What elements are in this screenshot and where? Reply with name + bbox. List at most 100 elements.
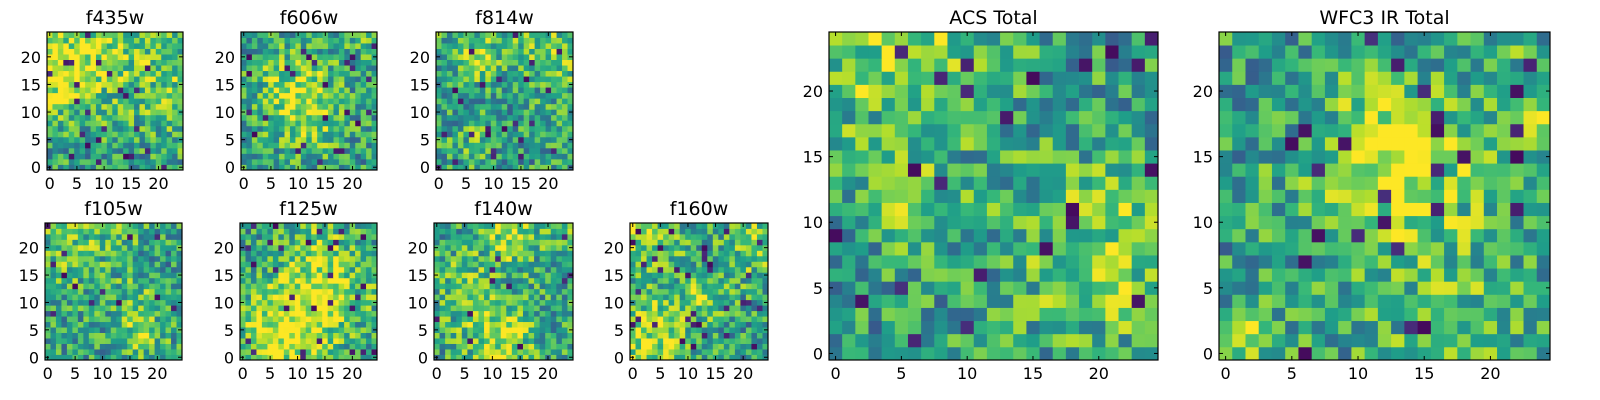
heatmap-cell [338, 81, 345, 88]
heatmap-cell [289, 327, 296, 333]
heatmap-cell [123, 32, 129, 38]
heatmap-cell [355, 261, 361, 268]
heatmap-cell [630, 305, 636, 312]
heatmap-cell [441, 37, 448, 44]
heatmap-cell [545, 103, 552, 110]
heatmap-cell [484, 272, 490, 279]
heatmap-cell [646, 255, 653, 262]
heatmap-cell [300, 76, 307, 83]
heatmap-cell [762, 239, 769, 246]
heatmap-cell [143, 255, 150, 262]
heatmap-cell [561, 321, 568, 328]
heatmap-cell [316, 299, 323, 306]
heatmap-cell [94, 228, 101, 235]
heatmap-cell [289, 310, 296, 317]
heatmap-cell [272, 261, 279, 268]
heatmap-cell [550, 228, 557, 235]
heatmap-cell [479, 153, 486, 160]
heatmap-cell [545, 327, 552, 333]
heatmap-cell [155, 54, 162, 60]
heatmap-cell [328, 92, 334, 99]
heatmap-cell [751, 223, 758, 229]
heatmap-cell [344, 277, 350, 284]
heatmap-cell [176, 233, 183, 240]
heatmap-cell [261, 255, 268, 262]
heatmap-cell [52, 114, 59, 121]
heatmap-cell [132, 266, 139, 273]
heatmap-cell [338, 305, 345, 312]
heatmap-cell [57, 142, 64, 149]
heatmap-cell [868, 150, 883, 164]
heatmap-cell [550, 343, 557, 350]
heatmap-cell [344, 98, 351, 105]
heatmap-cell [561, 294, 568, 301]
heatmap-cell [267, 288, 274, 295]
heatmap-cell [630, 343, 636, 350]
heatmap-cell [457, 87, 464, 94]
heatmap-cell [478, 316, 485, 323]
heatmap-cell [106, 87, 113, 94]
heatmap-cell [316, 349, 323, 355]
heatmap-cell [279, 48, 285, 55]
heatmap-cell [501, 142, 508, 149]
heatmap-cell [545, 299, 552, 306]
heatmap-cell [279, 65, 285, 72]
heatmap-cell [894, 163, 909, 177]
heatmap-cell [685, 244, 692, 251]
heatmap-cell [79, 92, 86, 99]
x-tick-label: 5 [72, 174, 82, 193]
heatmap-cell [562, 54, 568, 60]
heatmap-cell [149, 354, 155, 361]
heatmap-cell [316, 266, 323, 273]
heatmap-cell [855, 281, 869, 295]
heatmap-cell [273, 76, 280, 83]
heatmap-cell [762, 310, 769, 317]
heatmap-cell [729, 316, 736, 323]
heatmap-cell [540, 59, 546, 66]
heatmap-cell [496, 147, 503, 154]
heatmap-cell [45, 332, 51, 339]
heatmap-cell [539, 244, 546, 251]
heatmap-cell [512, 32, 519, 38]
heatmap-cell [245, 305, 252, 312]
heatmap-cell [1131, 307, 1146, 322]
heatmap-cell [132, 261, 139, 268]
heatmap-cell [110, 349, 117, 355]
heatmap-cell [165, 272, 172, 279]
heatmap-cell [540, 70, 546, 77]
heatmap-cell [461, 277, 468, 284]
heatmap-cell [154, 244, 161, 251]
heatmap-cell [1052, 281, 1067, 295]
heatmap-cell [556, 327, 563, 333]
heatmap-cell [762, 233, 769, 240]
heatmap-cell [1092, 189, 1106, 203]
heatmap-cell [894, 150, 909, 164]
heatmap-cell [262, 158, 269, 165]
heatmap-cell [83, 244, 90, 251]
heatmap-cell [1079, 189, 1093, 203]
heatmap-cell [1052, 346, 1067, 361]
heatmap-cell [94, 354, 101, 361]
heatmap-cell [467, 223, 474, 229]
heatmap-cell [450, 283, 457, 290]
heatmap-cell [1000, 150, 1014, 164]
heatmap-cell [986, 268, 1001, 282]
heatmap-cell [489, 305, 496, 312]
heatmap-cell [273, 103, 280, 110]
heatmap-cell [674, 349, 681, 355]
heatmap-cell [868, 189, 883, 203]
heatmap-cell [635, 288, 642, 295]
heatmap-cell [528, 294, 535, 301]
heatmap-cell [47, 120, 53, 127]
heatmap-cell [149, 338, 155, 344]
heatmap-cell [445, 250, 452, 257]
heatmap-cell [311, 70, 318, 77]
heatmap-cell [160, 239, 166, 246]
heatmap-cell [496, 87, 503, 94]
heatmap-cell [679, 354, 686, 361]
heatmap-cell [545, 65, 552, 72]
heatmap-cell [112, 147, 119, 154]
heatmap-cell [355, 321, 361, 328]
heatmap-cell [138, 283, 145, 290]
heatmap-cell [1079, 241, 1093, 256]
